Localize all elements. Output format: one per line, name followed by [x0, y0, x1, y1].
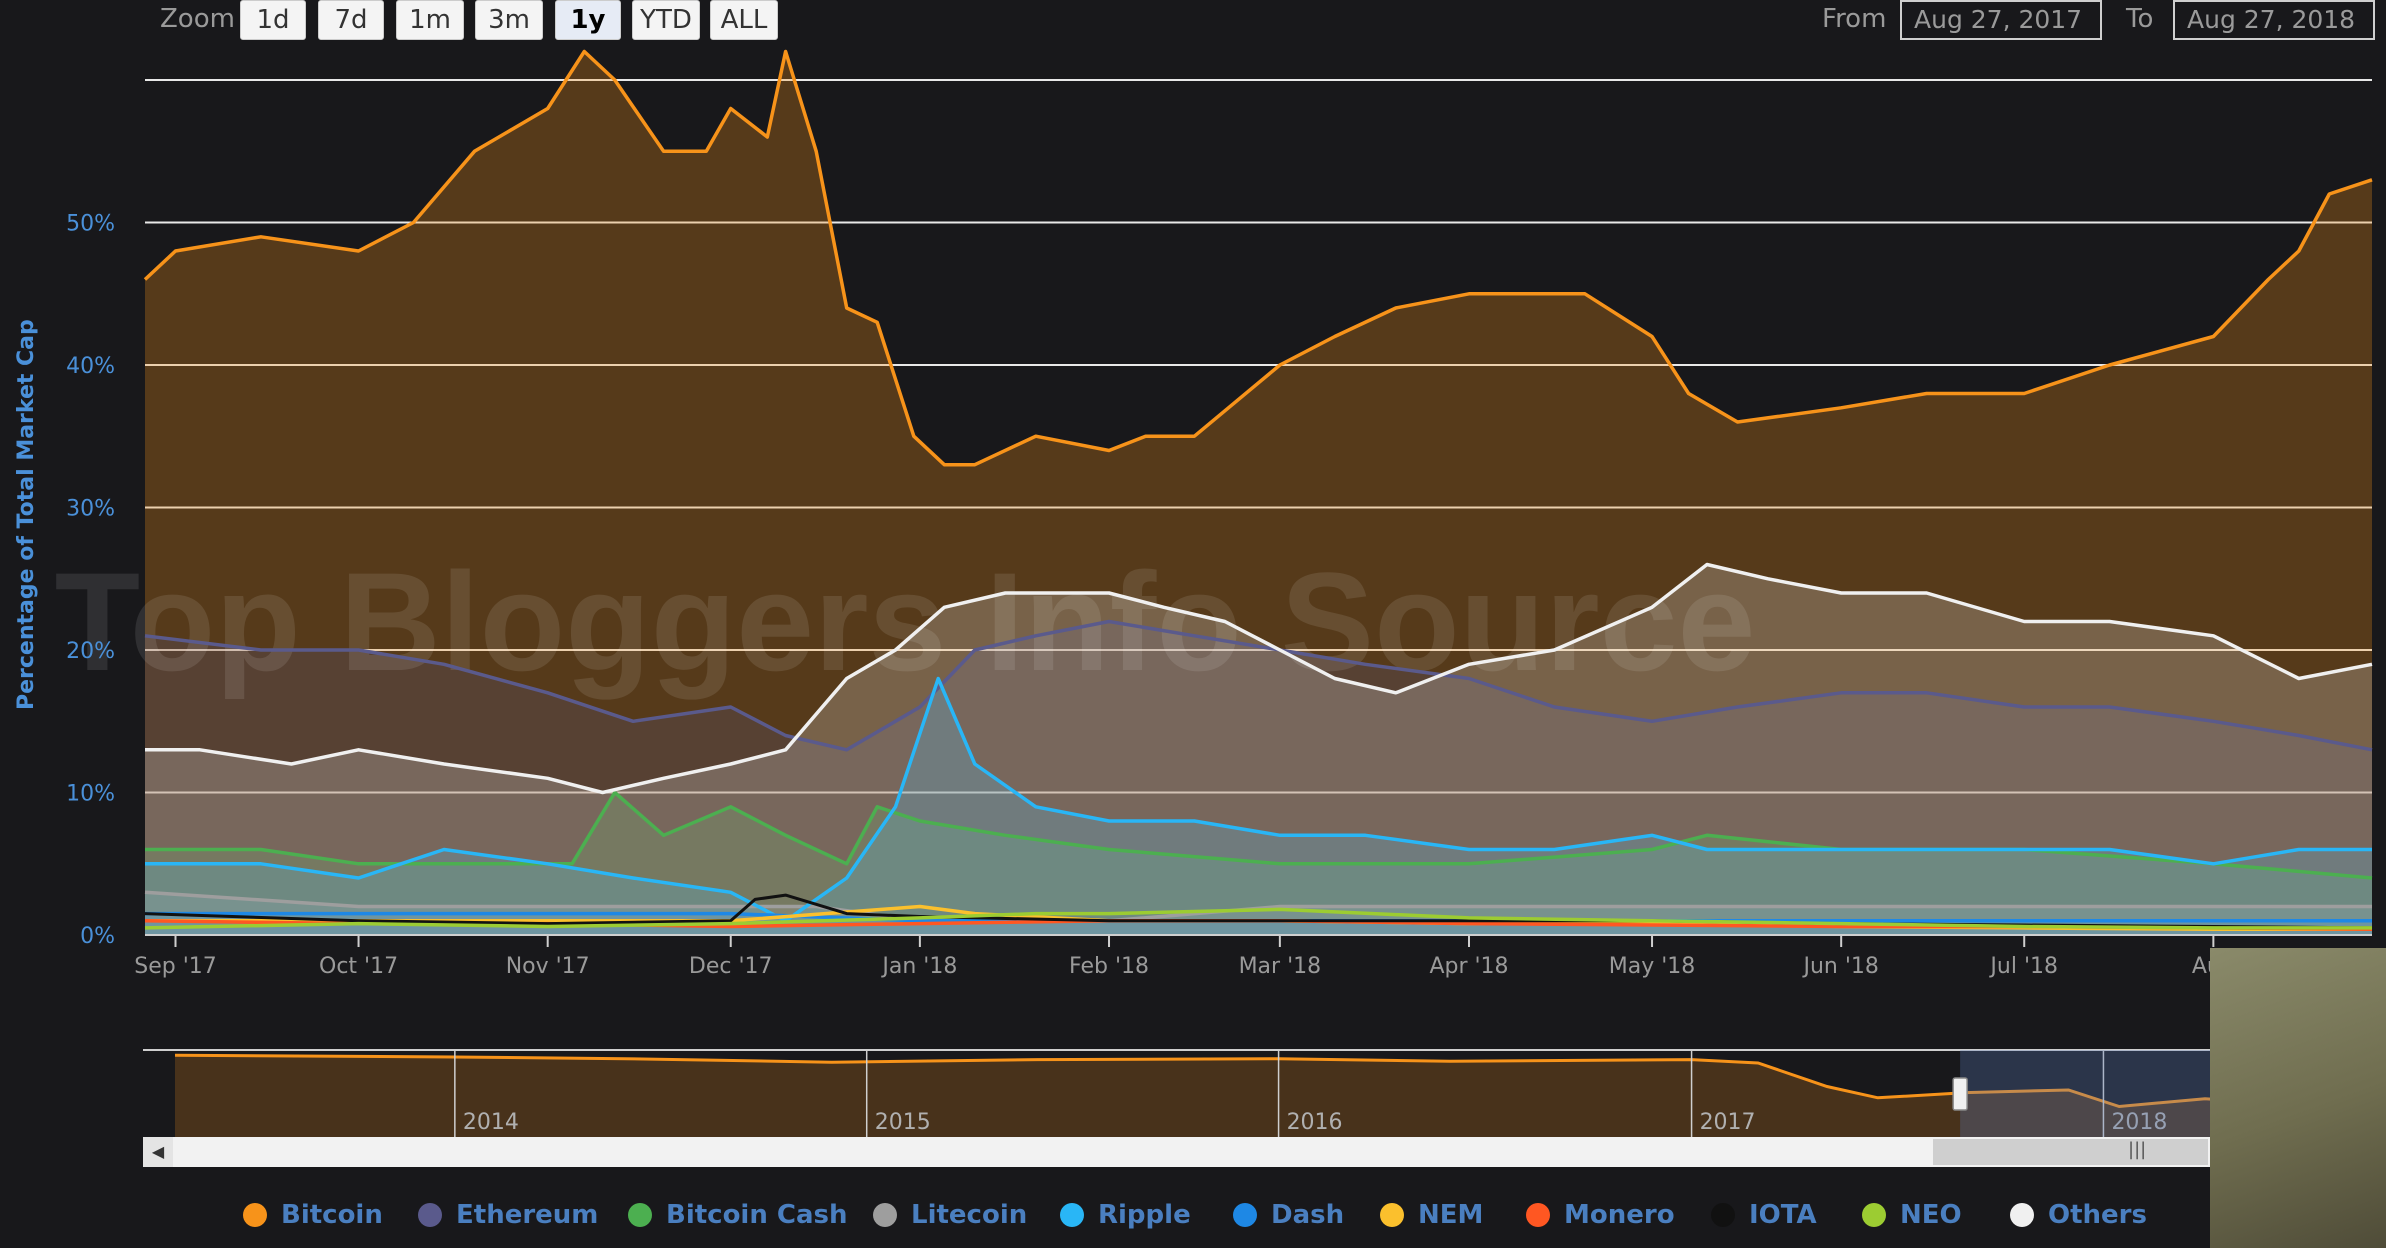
ethereum-line [144, 619, 2373, 752]
legend-label: Bitcoin Cash [666, 1200, 848, 1230]
navigator-year-label: 2017 [1700, 1110, 1756, 1135]
series-areas [145, 51, 2372, 935]
x-tick-label: Jun '18 [1801, 954, 1878, 979]
x-tick-label: Mar '18 [1239, 954, 1322, 979]
navigator-left-handle [1952, 1077, 1968, 1111]
legend-label: NEM [1418, 1200, 1484, 1230]
litecoin-line [144, 890, 2372, 923]
zoom-3m-button[interactable]: 3m [475, 0, 543, 40]
zoom-all-button[interactable]: ALL [710, 0, 778, 40]
navigator-year-label: 2014 [463, 1110, 519, 1135]
to-label: To [2126, 4, 2154, 34]
x-axis-ticks: Sep '17 Oct '17 Nov '17 Dec '17 Jan '18 Feb '… [134, 934, 2372, 979]
chart-legend: Bitcoin Ethereum Bitcoin Cash Litecoin Rippl… [0, 1195, 2386, 1235]
y-axis-ticks: 0% 10% 20% 30% 40% 50% [66, 212, 115, 950]
x-tick-label: Oct '17 [319, 954, 398, 979]
legend-label: Bitcoin [281, 1200, 383, 1230]
zoom-ytd-button[interactable]: YTD [632, 0, 700, 40]
bitcoin-area [145, 51, 2372, 935]
dash-area [145, 913, 2372, 935]
ripple-line [145, 676, 2372, 923]
legend-label: Monero [1564, 1200, 1675, 1230]
legend-item-others[interactable]: Others [2010, 1195, 2147, 1235]
zoom-1d-button[interactable]: 1d [240, 0, 306, 40]
bitcoin-line [143, 49, 2373, 467]
navigator-bitcoin-area [175, 1055, 2372, 1137]
legend-item-nem[interactable]: NEM [1380, 1195, 1483, 1235]
x-tick-label: Dec '17 [689, 954, 773, 979]
legend-label: IOTA [1749, 1200, 1817, 1230]
legend-dot-icon [243, 1203, 267, 1227]
x-tick-label: Feb '18 [1069, 954, 1149, 979]
legend-label: Litecoin [911, 1200, 1028, 1230]
legend-item-litecoin[interactable]: Litecoin [873, 1195, 1027, 1235]
navigator-selection [1960, 1050, 2210, 1137]
navigator-panel: 2014 2015 2016 2017 2018 [143, 1049, 2373, 1137]
zoom-label: Zoom [160, 4, 235, 34]
others-area [145, 564, 2372, 935]
legend-dot-icon [418, 1203, 442, 1227]
zoom-1m-button[interactable]: 1m [396, 0, 464, 40]
bitcoin-cash-line [145, 790, 2373, 880]
legend-dot-icon [1233, 1203, 1257, 1227]
scrollbar-thumb[interactable] [1933, 1139, 2208, 1165]
zoom-7d-button[interactable]: 7d [318, 0, 384, 40]
legend-dot-icon [873, 1203, 897, 1227]
legend-dot-icon [1060, 1203, 1084, 1227]
y-tick-label: 30% [66, 497, 115, 522]
y-tick-label: 20% [66, 639, 115, 664]
legend-label: NEO [1900, 1200, 1962, 1230]
legend-label: Dash [1271, 1200, 1345, 1230]
legend-item-iota[interactable]: IOTA [1711, 1195, 1817, 1235]
x-tick-label: Apr '18 [1429, 954, 1508, 979]
x-tick-label: Sep '17 [134, 954, 217, 979]
legend-dot-icon [1711, 1203, 1735, 1227]
from-date-input[interactable]: Aug 27, 2017 [1900, 0, 2102, 40]
navigator-year-label: 2015 [875, 1110, 931, 1135]
others-line [145, 562, 2373, 795]
x-tick-label: May '18 [1609, 954, 1696, 979]
y-tick-label: 0% [80, 924, 115, 949]
gridlines [145, 79, 2372, 794]
neo-line [144, 907, 2372, 930]
legend-dot-icon [1526, 1203, 1550, 1227]
watermark: Top Bloggers Info Source [55, 543, 1756, 700]
y-axis-label: Percentage of Total Market Cap [14, 319, 39, 710]
market-cap-chart: Top Bloggers Info Source 0% 10% 20% 30% 40% 5… [55, 49, 2373, 1137]
legend-dot-icon [1862, 1203, 1886, 1227]
x-tick-label: Jan '18 [880, 954, 957, 979]
legend-item-dash[interactable]: Dash [1233, 1195, 1344, 1235]
legend-item-neo[interactable]: NEO [1862, 1195, 1962, 1235]
ripple-area [145, 678, 2372, 935]
legend-label: Ethereum [456, 1200, 599, 1230]
legend-item-bitcoin[interactable]: Bitcoin [243, 1195, 383, 1235]
y-tick-label: 50% [66, 212, 115, 237]
legend-dot-icon [628, 1203, 652, 1227]
series-lines [143, 49, 2373, 932]
ethereum-area [145, 621, 2372, 935]
legend-label: Ripple [1098, 1200, 1191, 1230]
legend-item-ripple[interactable]: Ripple [1060, 1195, 1191, 1235]
scroll-grip-icon: ||| [2128, 1139, 2147, 1160]
legend-item-bitcoin-cash[interactable]: Bitcoin Cash [628, 1195, 848, 1235]
navigator-year-label: 2018 [2111, 1110, 2167, 1135]
navigator-scrollbar[interactable]: ◀ ||| [143, 1137, 2210, 1167]
to-date-input[interactable]: Aug 27, 2018 [2173, 0, 2375, 40]
y-tick-label: 40% [66, 354, 115, 379]
scroll-left-arrow-icon[interactable]: ◀ [143, 1137, 173, 1167]
zoom-1y-button[interactable]: 1y [555, 0, 621, 40]
legend-dot-icon [2010, 1203, 2034, 1227]
x-tick-label: Jul '18 [1988, 954, 2058, 979]
navigator-bitcoin-line [174, 1053, 2373, 1109]
legend-label: Others [2048, 1200, 2147, 1230]
from-label: From [1822, 4, 1887, 34]
webcam-overlay [2210, 948, 2386, 1248]
navigator-year-label: 2016 [1287, 1110, 1343, 1135]
legend-item-ethereum[interactable]: Ethereum [418, 1195, 598, 1235]
x-tick-label: Nov '17 [506, 954, 590, 979]
legend-dot-icon [1380, 1203, 1404, 1227]
legend-item-monero[interactable]: Monero [1526, 1195, 1675, 1235]
y-tick-label: 10% [66, 782, 115, 807]
range-selector-toolbar: Zoom 1d 7d 1m 3m 1y YTD ALL From Aug 27,… [0, 0, 2386, 46]
